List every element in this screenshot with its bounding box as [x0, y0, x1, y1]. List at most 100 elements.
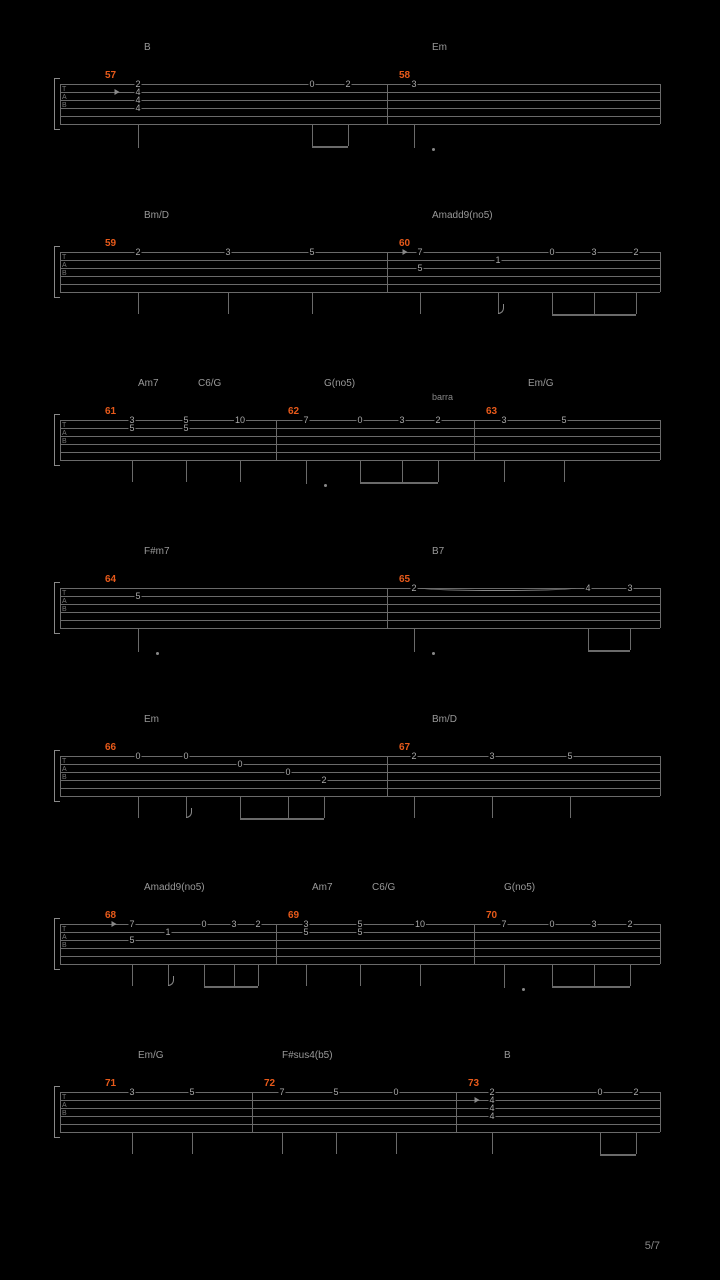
chord-label: G(no5): [504, 882, 535, 893]
note-stem: [360, 964, 361, 986]
note-beam: [552, 314, 636, 316]
barline: [252, 1092, 253, 1132]
note-stem: [228, 292, 229, 314]
fret-number: 0: [284, 768, 291, 776]
barline: [660, 588, 661, 628]
note-stem: [138, 292, 139, 314]
chord-label: B: [144, 42, 151, 53]
tab-staff: TAB616263355510703235: [60, 420, 660, 460]
strum-marker-icon: [475, 1097, 480, 1103]
barline: [60, 420, 61, 460]
measure-number: 60: [399, 238, 410, 249]
note-stem: [414, 628, 415, 652]
note-stem: [414, 124, 415, 148]
tab-staff: TAB6869707510323555107032: [60, 924, 660, 964]
note-beam: [312, 146, 348, 148]
measure-number: 57: [105, 70, 116, 81]
staff-line: [60, 428, 660, 429]
fret-number: 0: [308, 80, 315, 88]
fret-number: 0: [548, 920, 555, 928]
staff-line: [60, 116, 660, 117]
fret-number: 5: [302, 928, 309, 936]
staff-line: [60, 268, 660, 269]
chord-label: Am7: [312, 882, 333, 893]
chord-label: C6/G: [198, 378, 221, 389]
fret-number: 0: [356, 416, 363, 424]
chord-row: F#m7B7: [60, 546, 660, 560]
barline: [387, 84, 388, 124]
systems-container: BEmTAB57582444023Bm/DAmadd9(no5)TAB59602…: [60, 60, 660, 1158]
chord-label: Em/G: [138, 1050, 164, 1061]
duration-dot-icon: [522, 988, 525, 991]
measure-number: 64: [105, 574, 116, 585]
fret-number: 5: [128, 424, 135, 432]
note-stem: [630, 964, 631, 986]
measure-number: 63: [486, 406, 497, 417]
barline: [474, 420, 475, 460]
staff-line: [60, 1108, 660, 1109]
note-stem: [564, 460, 565, 482]
chord-label: Amadd9(no5): [432, 210, 493, 221]
note-stem: [132, 964, 133, 986]
chord-label: Bm/D: [432, 714, 457, 725]
fret-number: 10: [234, 416, 246, 424]
fret-number: 10: [414, 920, 426, 928]
staff-line: [60, 84, 660, 85]
staff-line: [60, 628, 660, 629]
tab-clef-label: TAB: [62, 590, 67, 614]
staff-line: [60, 100, 660, 101]
fret-number: 4: [584, 584, 591, 592]
chord-label: F#sus4(b5): [282, 1050, 333, 1061]
chord-row: Amadd9(no5)Am7C6/GG(no5): [60, 882, 660, 896]
barline: [660, 756, 661, 796]
annotation-row: barra: [60, 392, 660, 404]
note-stem: [594, 964, 595, 986]
fret-number: 3: [230, 920, 237, 928]
tab-system: Em/GF#sus4(b5)BTAB71727335750244402: [60, 1068, 660, 1158]
fret-number: 2: [410, 752, 417, 760]
staff-line: [60, 788, 660, 789]
tab-clef-label: TAB: [62, 926, 67, 950]
staff-line: [60, 284, 660, 285]
fret-number: 7: [302, 416, 309, 424]
barline: [60, 924, 61, 964]
fret-number: 1: [494, 256, 501, 264]
measure-number: 58: [399, 70, 410, 81]
fret-number: 5: [332, 1088, 339, 1096]
staff-line: [60, 772, 660, 773]
measure-number: 72: [264, 1078, 275, 1089]
annotation-label: barra: [432, 392, 453, 402]
chord-label: C6/G: [372, 882, 395, 893]
barline: [60, 756, 61, 796]
chord-label: Em: [432, 42, 447, 53]
note-stem: [186, 460, 187, 482]
note-stem: [552, 964, 553, 986]
tab-staff: TAB71727335750244402: [60, 1092, 660, 1132]
chord-row: Am7C6/GG(no5)Em/G: [60, 378, 660, 392]
fret-number: 2: [410, 584, 417, 592]
note-stem: [138, 796, 139, 818]
fret-number: 2: [632, 1088, 639, 1096]
note-stem: [132, 460, 133, 482]
duration-dot-icon: [432, 652, 435, 655]
fret-number: 5: [416, 264, 423, 272]
duration-dot-icon: [324, 484, 327, 487]
note-stem: [348, 124, 349, 146]
fret-number: 3: [626, 584, 633, 592]
note-stem: [492, 796, 493, 818]
chord-row: B Em: [60, 42, 660, 56]
note-stem: [324, 796, 325, 818]
note-stem: [282, 1132, 283, 1154]
note-stem: [402, 460, 403, 482]
tab-clef-label: TAB: [62, 86, 67, 110]
chord-label: B: [504, 1050, 511, 1061]
barline: [456, 1092, 457, 1132]
note-stem: [306, 460, 307, 484]
strum-marker-icon: [112, 921, 117, 927]
fret-number: 5: [134, 592, 141, 600]
tab-system: EmBm/DTAB666700002235: [60, 732, 660, 822]
fret-number: 7: [278, 1088, 285, 1096]
duration-dot-icon: [156, 652, 159, 655]
chord-row: Em/G F#sus4(b5) B: [60, 1050, 660, 1064]
note-stem: [504, 964, 505, 988]
